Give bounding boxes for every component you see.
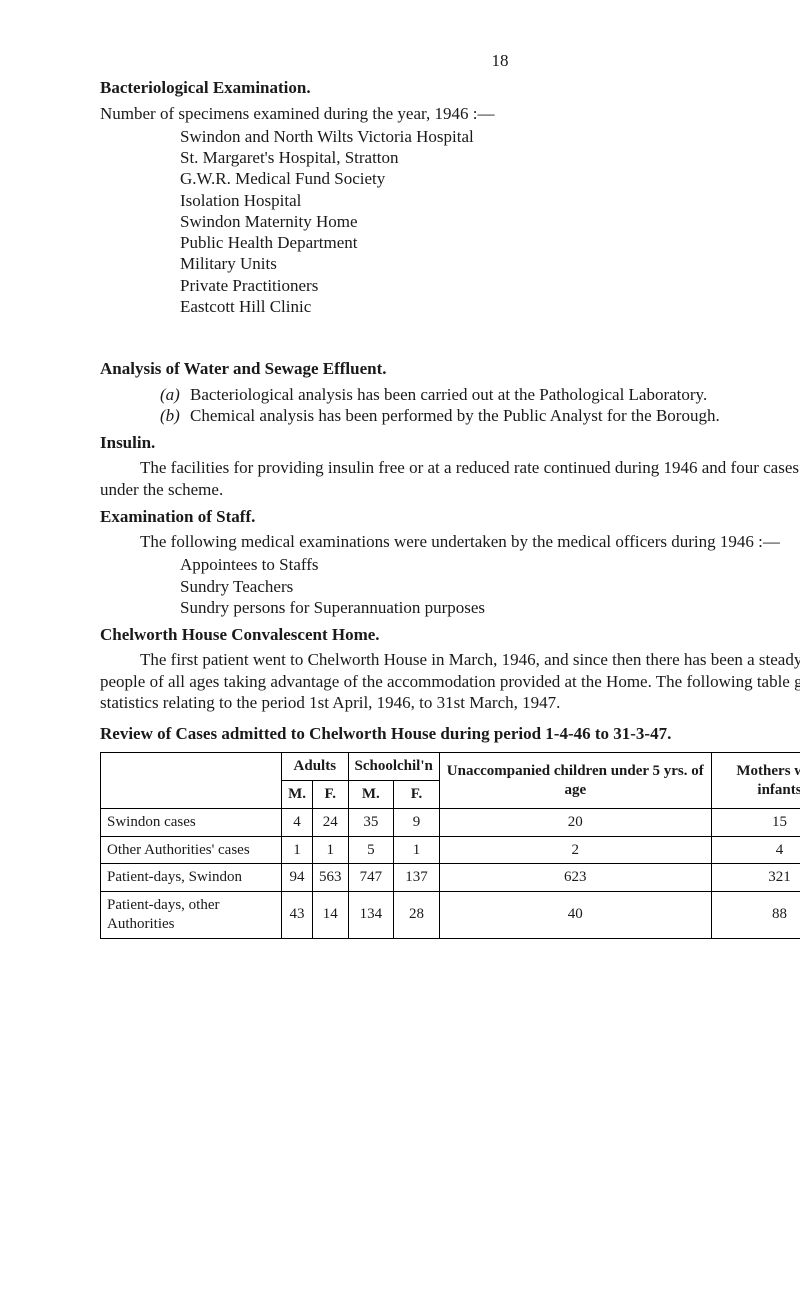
row-label: Military Units <box>180 253 277 274</box>
cell: 20 <box>439 808 711 836</box>
cell-label: Patient-days, other Authorities <box>101 892 282 939</box>
section-heading-chelworth: Chelworth House Convalescent Home. <box>100 624 800 645</box>
cell: 321 <box>711 864 800 892</box>
cell: 1 <box>313 836 349 864</box>
list-item: Private Practitioners86 <box>180 275 800 296</box>
list-item: Public Health Department572 <box>180 232 800 253</box>
cell: 43 <box>282 892 313 939</box>
cell: 2 <box>439 836 711 864</box>
list-item: (b) Chemical analysis has been performed… <box>160 405 800 426</box>
row-label: St. Margaret's Hospital, Stratton <box>180 147 399 168</box>
row-label: Public Health Department <box>180 232 358 253</box>
page-number: 18 <box>100 50 800 71</box>
cell: 15 <box>711 808 800 836</box>
col-school-m: M. <box>348 781 394 809</box>
exam-staff-intro: The following medical examinations were … <box>100 531 800 552</box>
cell: 14 <box>313 892 349 939</box>
list-item: Sundry Teachers93 <box>180 576 800 597</box>
cell: 24 <box>313 808 349 836</box>
list-item: Swindon Maternity Home156 <box>180 211 800 232</box>
cell-label: Other Authorities' cases <box>101 836 282 864</box>
col-school-f: F. <box>394 781 440 809</box>
list-item: G.W.R. Medical Fund Society631 <box>180 168 800 189</box>
table-body: Swindon cases 4 24 35 9 20 15 107 Other … <box>101 808 800 938</box>
row-label: G.W.R. Medical Fund Society <box>180 168 385 189</box>
table-head: Adults Schoolchil'n Unaccompanied childr… <box>101 753 800 809</box>
list-item: Eastcott Hill Clinic297 <box>180 296 800 317</box>
col-unaccom: Unaccompanied children under 5 yrs. of a… <box>439 753 711 809</box>
cell-label: Patient-days, Swindon <box>101 864 282 892</box>
col-mothers: Mothers with infants <box>711 753 800 809</box>
item-text: Chemical analysis has been performed by … <box>190 405 800 426</box>
table-row: Patient-days, other Authorities 43 14 13… <box>101 892 800 939</box>
cell: 40 <box>439 892 711 939</box>
col-adults-f: F. <box>313 781 349 809</box>
list-item: Military Units397 <box>180 253 800 274</box>
cell: 1 <box>394 836 440 864</box>
chelworth-text: The first patient went to Chelworth Hous… <box>100 649 800 713</box>
list-item: Appointees to Staffs28 <box>180 554 800 575</box>
cell: 28 <box>394 892 440 939</box>
row-label: Sundry persons for Superannuation purpos… <box>180 597 485 618</box>
analysis-list: (a) Bacteriological analysis has been ca… <box>160 384 800 427</box>
cell: 35 <box>348 808 394 836</box>
col-adults-m: M. <box>282 781 313 809</box>
row-label: Eastcott Hill Clinic <box>180 296 311 317</box>
cell: 1 <box>282 836 313 864</box>
section-heading-insulin: Insulin. <box>100 432 800 453</box>
col-empty <box>101 753 282 809</box>
item-text: Bacteriological analysis has been carrie… <box>190 384 800 405</box>
review-table: Adults Schoolchil'n Unaccompanied childr… <box>100 752 800 938</box>
list-item: Isolation Hospital315 <box>180 190 800 211</box>
cell: 4 <box>711 836 800 864</box>
row-label: Private Practitioners <box>180 275 318 296</box>
bact-total: 4796 <box>100 326 800 347</box>
bact-intro: Number of specimens examined during the … <box>100 103 800 124</box>
list-item: Swindon and North Wilts Victoria Hospita… <box>180 126 800 147</box>
review-heading: Review of Cases admitted to Chelworth Ho… <box>100 723 800 744</box>
col-school: Schoolchil'n <box>348 753 439 781</box>
insulin-text: The facilities for providing insulin fre… <box>100 457 800 500</box>
section-heading-analysis: Analysis of Water and Sewage Effluent. <box>100 358 800 379</box>
cell: 137 <box>394 864 440 892</box>
table-row: Swindon cases 4 24 35 9 20 15 107 <box>101 808 800 836</box>
table-row: Adults Schoolchil'n Unaccompanied childr… <box>101 753 800 781</box>
cell: 9 <box>394 808 440 836</box>
section-heading-exam-staff: Examination of Staff. <box>100 506 800 527</box>
col-adults: Adults <box>282 753 348 781</box>
row-label: Swindon and North Wilts Victoria Hospita… <box>180 126 474 147</box>
cell: 5 <box>348 836 394 864</box>
item-key: (a) <box>160 384 190 405</box>
table-row: Other Authorities' cases 1 1 5 1 2 4 14 <box>101 836 800 864</box>
cell: 563 <box>313 864 349 892</box>
exam-staff-rows: Appointees to Staffs28 Sundry Teachers93… <box>100 554 800 618</box>
list-item: Sundry persons for Superannuation purpos… <box>180 597 800 618</box>
cell-label: Swindon cases <box>101 808 282 836</box>
cell: 88 <box>711 892 800 939</box>
section-heading-bacteriological: Bacteriological Examination. <box>100 77 800 98</box>
row-label: Swindon Maternity Home <box>180 211 358 232</box>
list-item: (a) Bacteriological analysis has been ca… <box>160 384 800 405</box>
cell: 94 <box>282 864 313 892</box>
table-row: Patient-days, Swindon 94 563 747 137 623… <box>101 864 800 892</box>
cell: 4 <box>282 808 313 836</box>
cell: 134 <box>348 892 394 939</box>
cell: 747 <box>348 864 394 892</box>
cell: 623 <box>439 864 711 892</box>
row-label: Sundry Teachers <box>180 576 293 597</box>
item-key: (b) <box>160 405 190 426</box>
row-label: Isolation Hospital <box>180 190 301 211</box>
row-label: Appointees to Staffs <box>180 554 319 575</box>
bact-rows: Swindon and North Wilts Victoria Hospita… <box>100 126 800 317</box>
list-item: St. Margaret's Hospital, Stratton148 <box>180 147 800 168</box>
